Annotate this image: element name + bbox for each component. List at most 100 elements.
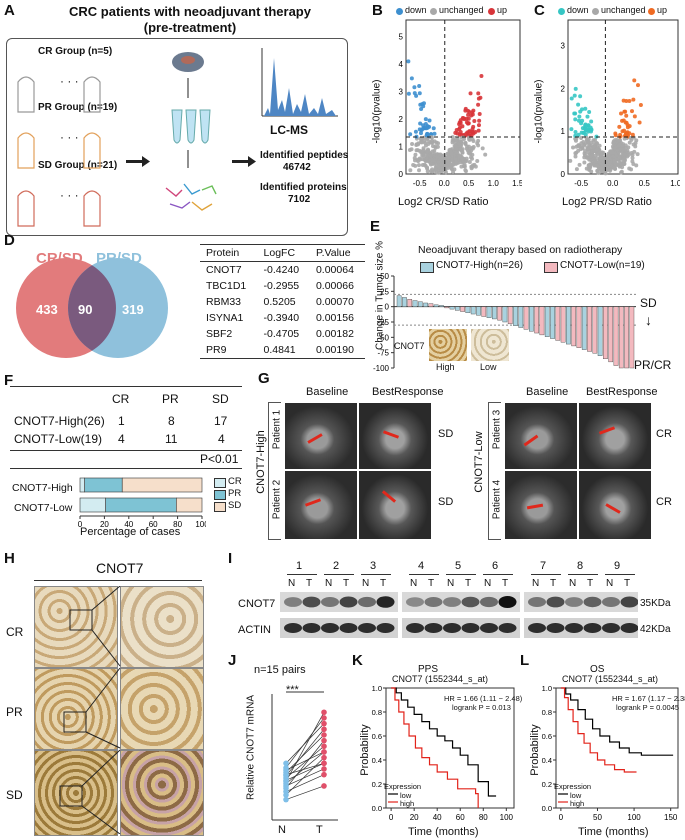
j-ylabel: Relative CNOT7 mRNA [245, 694, 257, 801]
waterfall-bar [544, 306, 550, 337]
k-xlabel: Time (months) [408, 826, 479, 838]
volcano-point [459, 164, 464, 169]
blot-lane-nt: N [532, 578, 540, 589]
pr-dots: · · · [60, 130, 79, 144]
blot-lane-nt: N [569, 578, 577, 589]
proteins-label: Identified proteins [260, 182, 347, 193]
blot-band [528, 623, 546, 633]
table-row: RBM33 0.5205 0.00070 [200, 294, 365, 310]
volcano-point [594, 163, 599, 168]
blot-band [443, 623, 461, 633]
blot-band [602, 597, 620, 607]
stacked-segment [176, 497, 203, 513]
volcano-point [583, 153, 588, 158]
blot-lane-number: 1 [296, 560, 303, 572]
blot-lane-nt: N [447, 578, 455, 589]
volcano-point [605, 157, 610, 162]
waterfall-bar [449, 306, 455, 310]
l-title: OS [590, 664, 605, 675]
waterfall-bar [423, 302, 428, 307]
volcano-point [421, 123, 426, 128]
volcano-point [416, 163, 421, 168]
f-xlabel: Percentage of cases [80, 526, 181, 538]
cell-logfc: 0.4841 [263, 344, 296, 356]
point-tumor [321, 726, 327, 733]
volcano-point [585, 126, 590, 131]
y-tick-label: 0.2 [372, 780, 382, 789]
volcano-point [601, 160, 606, 165]
pr-cr-marker-label: PR/CR [634, 358, 672, 372]
y-tick-label: 1.0 [542, 684, 552, 693]
volcano-point [613, 133, 618, 138]
point-tumor [321, 766, 327, 772]
volcano-plot-cr-sd: 0 1 2 3 4 5 -0.5 0.0 0.5 1.0 1.5 [399, 19, 522, 188]
blot-band [461, 623, 480, 633]
panel-label-g: G [258, 370, 270, 387]
k-legend-title: Expression [384, 782, 422, 791]
panel-label-e: E [370, 218, 381, 235]
y-tick-label: 25 [380, 287, 389, 296]
volcano-point [599, 166, 604, 171]
blot-lane-nt: T [550, 578, 557, 589]
venn-label-cr-sd: CR/SD [36, 250, 83, 267]
waterfall-bar [518, 306, 524, 328]
waterfall-bar [597, 306, 603, 356]
volcano-point [450, 135, 455, 140]
g-patient3: Patient 3 [491, 409, 503, 450]
mri-patient4-baseline [504, 470, 578, 540]
volcano-point [423, 117, 428, 122]
point-tumor [321, 783, 327, 789]
volcano-point [577, 162, 582, 167]
volcano-point [576, 118, 581, 123]
volcano-point [581, 140, 586, 145]
blot-lane-nt: T [306, 578, 313, 589]
volcano-point [417, 83, 422, 88]
f-legend-cr-swatch [214, 478, 226, 488]
volcano-point [615, 156, 620, 161]
volcano-point [460, 124, 465, 129]
volcano-point [573, 117, 578, 122]
panel-label-k: K [352, 652, 363, 669]
volcano-point [469, 113, 474, 118]
j-title: n=15 pairs [254, 664, 306, 676]
waterfall-bar [491, 306, 497, 320]
volcano-point [471, 144, 476, 149]
volcano-point [635, 152, 640, 157]
waterfall-bar [513, 306, 518, 326]
x-tick-label: 50 [593, 813, 602, 822]
f-pvalue: P<0.01 [200, 452, 239, 466]
y-tick-label: 0.0 [372, 804, 382, 813]
inset-cnot7-label: CNOT7 [394, 341, 425, 351]
stacked-segment [79, 497, 106, 513]
volcano-point [618, 161, 623, 166]
volcano-point [572, 93, 577, 98]
f-legend-sd-swatch [214, 502, 226, 512]
cell-pvalue: 0.00182 [315, 328, 354, 340]
volcano-point [458, 143, 463, 148]
pair-line [285, 712, 325, 782]
y-tick-label: 0.4 [542, 756, 552, 765]
g-best-left: BestResponse [372, 386, 444, 398]
blot-lane-number: 3 [370, 560, 377, 572]
l-subtitle: CNOT7 (1552344_s_at) [562, 674, 659, 684]
volcano-point [612, 158, 617, 163]
waterfall-bar [502, 306, 508, 323]
volcano-point [472, 119, 477, 124]
l-legend-low: low [570, 791, 582, 800]
f-row-high-pr: 8 [168, 414, 175, 428]
panel-a-title: CRC patients with neoadjuvant therapy (p… [69, 4, 311, 35]
km-curve-high [391, 687, 479, 808]
point-normal [283, 796, 289, 803]
volcano-point [467, 150, 472, 155]
volcano-point [457, 154, 462, 159]
volcano-point [436, 141, 441, 146]
volcano-point [413, 129, 418, 134]
stacked-bar-chart: 0 20 40 60 80 100 [78, 477, 206, 528]
x-tick-label: 40 [433, 813, 442, 822]
blot-band [620, 623, 638, 633]
volcano-point [574, 167, 579, 172]
volcano-point [427, 118, 432, 123]
volcano-c-ylabel: -log10(pvalue) [533, 79, 545, 144]
y-tick-label: 50 [380, 272, 389, 281]
volcano-point [418, 102, 423, 107]
